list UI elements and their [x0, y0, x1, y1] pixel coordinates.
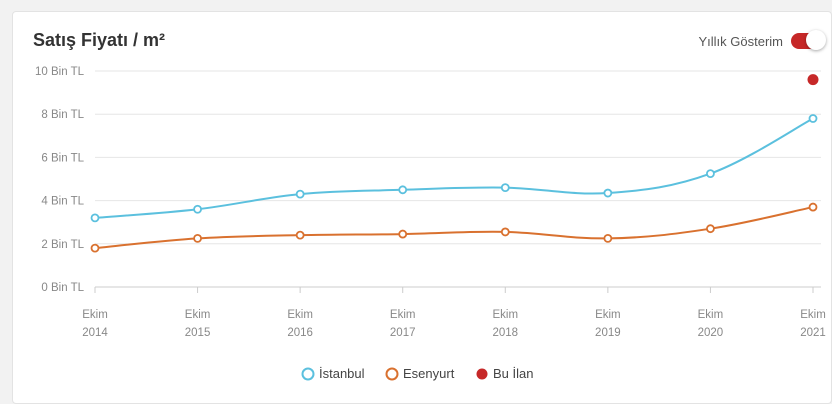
- istanbul-data-point[interactable]: [193, 204, 202, 214]
- y-tick-label: 6 Bin TL: [41, 152, 84, 164]
- esenyurt-data-point[interactable]: [808, 202, 818, 212]
- annual-view-toggle-label: Yıllık Gösterim: [698, 33, 783, 49]
- esenyurt-series-line: [94, 206, 814, 250]
- x-tick-month: Ekim: [493, 309, 519, 321]
- istanbul-data-point[interactable]: [90, 213, 100, 223]
- chart-title: Satış Fiyatı / m²: [33, 30, 166, 50]
- x-tick-year: 2021: [800, 327, 826, 339]
- y-tick-label: 10 Bin TL: [35, 66, 85, 78]
- chart-legend[interactable]: İstanbul Esenyurt Bu İlan: [301, 366, 534, 381]
- x-tick-year: 2015: [185, 327, 211, 339]
- esenyurt-data-point[interactable]: [706, 224, 715, 234]
- x-tick-year: 2020: [698, 327, 724, 339]
- legend-marker-istanbul: [301, 367, 315, 381]
- legend-item-istanbul[interactable]: İstanbul: [301, 366, 365, 381]
- x-tick-month: Ekim: [595, 309, 621, 321]
- x-tick-month: Ekim: [82, 309, 108, 321]
- x-tick-year: 2019: [595, 327, 621, 339]
- annual-view-toggle-group[interactable]: Yıllık Gösterim: [698, 30, 826, 50]
- x-tick-year: 2017: [390, 327, 416, 339]
- istanbul-data-point[interactable]: [398, 185, 408, 195]
- x-axis-labels: Ekim 2014 Ekim 2015 Ekim 2016 Ekim 2017 Ekim 2018…: [82, 287, 826, 339]
- istanbul-data-point[interactable]: [500, 183, 510, 193]
- legend-item-bu-ilan[interactable]: Bu İlan: [476, 366, 534, 381]
- y-tick-label: 8 Bin TL: [41, 109, 84, 121]
- legend-label-esenyurt: Esenyurt: [403, 366, 455, 381]
- y-tick-label: 4 Bin TL: [41, 196, 84, 208]
- chart-series: [90, 74, 819, 253]
- legend-marker-esenyurt: [385, 367, 399, 381]
- istanbul-data-point[interactable]: [706, 169, 715, 179]
- x-tick-month: Ekim: [287, 309, 313, 321]
- esenyurt-data-point[interactable]: [90, 243, 100, 253]
- esenyurt-data-point[interactable]: [193, 233, 202, 243]
- esenyurt-data-point[interactable]: [295, 230, 305, 240]
- y-tick-label: 0 Bin TL: [41, 282, 84, 294]
- legend-item-esenyurt[interactable]: Esenyurt: [385, 366, 455, 381]
- istanbul-series-line: [94, 117, 814, 219]
- esenyurt-data-point[interactable]: [603, 233, 613, 243]
- x-tick-month: Ekim: [185, 309, 211, 321]
- x-tick-year: 2016: [287, 327, 313, 339]
- x-tick-month: Ekim: [698, 309, 724, 321]
- y-tick-label: 2 Bin TL: [41, 239, 84, 251]
- x-tick-month: Ekim: [390, 309, 416, 321]
- x-tick-month: Ekim: [800, 309, 826, 321]
- istanbul-data-point[interactable]: [295, 189, 305, 199]
- toggle-knob[interactable]: [806, 30, 826, 50]
- chart-grid: [95, 70, 821, 288]
- legend-label-istanbul: İstanbul: [319, 366, 365, 381]
- istanbul-data-point[interactable]: [603, 188, 613, 198]
- esenyurt-data-point[interactable]: [398, 229, 408, 239]
- legend-marker-bu-ilan: [476, 368, 488, 380]
- bu-ilan-point[interactable]: [807, 74, 819, 86]
- x-tick-year: 2018: [492, 327, 518, 339]
- y-axis-labels: 0 Bin TL 2 Bin TL 4 Bin TL 6 Bin TL 8 Bin TL…: [35, 66, 85, 294]
- x-tick-year: 2014: [82, 327, 108, 339]
- istanbul-data-point[interactable]: [808, 114, 818, 123]
- price-chart-card: Satış Fiyatı / m² Yıllık Gösterim: [12, 11, 832, 404]
- esenyurt-data-point[interactable]: [500, 227, 510, 237]
- annual-view-toggle[interactable]: [791, 30, 826, 50]
- legend-label-bu-ilan: Bu İlan: [493, 366, 533, 381]
